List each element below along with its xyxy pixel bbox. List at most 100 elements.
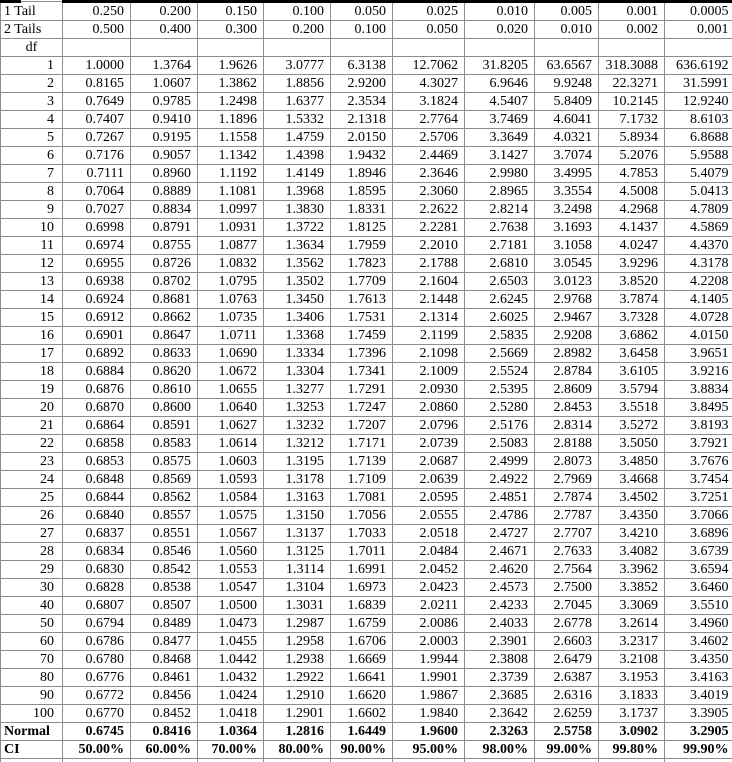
- value-cell: 3.5510: [665, 597, 732, 615]
- value-cell: 3.1824: [393, 93, 465, 111]
- value-cell: 2.8453: [535, 399, 599, 417]
- value-cell: 0.8633: [131, 345, 198, 363]
- value-cell: 2.3901: [465, 633, 535, 651]
- value-cell: 0.8702: [131, 273, 198, 291]
- value-cell: 3.7921: [665, 435, 732, 453]
- value-cell: [63, 39, 131, 57]
- value-cell: 80.00%: [264, 741, 331, 759]
- value-cell: 3.4350: [599, 507, 665, 525]
- value-cell: 1.0418: [198, 705, 264, 723]
- empty-cell: [535, 759, 599, 762]
- value-cell: 1.8946: [331, 165, 393, 183]
- value-cell: 1.7291: [331, 381, 393, 399]
- empty-cell: [63, 759, 131, 762]
- value-cell: 1.3114: [264, 561, 331, 579]
- row-label-cell: 29: [1, 561, 63, 579]
- value-cell: 0.6745: [63, 723, 131, 741]
- value-cell: 2.9208: [535, 327, 599, 345]
- value-cell: 0.7267: [63, 129, 131, 147]
- value-cell: 2.4233: [465, 597, 535, 615]
- row-label-cell: 11: [1, 237, 63, 255]
- value-cell: 1.0364: [198, 723, 264, 741]
- value-cell: 2.4671: [465, 543, 535, 561]
- value-cell: 3.6594: [665, 561, 732, 579]
- value-cell: 2.6603: [535, 633, 599, 651]
- value-cell: 1.7709: [331, 273, 393, 291]
- value-cell: 1.7139: [331, 453, 393, 471]
- value-cell: 3.7066: [665, 507, 732, 525]
- value-cell: 60.00%: [131, 741, 198, 759]
- value-cell: 5.8934: [599, 129, 665, 147]
- value-cell: 90.00%: [331, 741, 393, 759]
- value-cell: 3.6896: [665, 525, 732, 543]
- row-label-cell: 26: [1, 507, 63, 525]
- value-cell: 3.7676: [665, 453, 732, 471]
- value-cell: 7.1732: [599, 111, 665, 129]
- value-cell: 0.025: [393, 2, 465, 21]
- value-cell: 1.3634: [264, 237, 331, 255]
- value-cell: [599, 39, 665, 57]
- value-cell: 0.200: [131, 2, 198, 21]
- value-cell: 1.4149: [264, 165, 331, 183]
- value-cell: 50.00%: [63, 741, 131, 759]
- value-cell: 0.8960: [131, 165, 198, 183]
- value-cell: 0.8755: [131, 237, 198, 255]
- empty-cell: [1, 759, 63, 762]
- row-label-cell: 12: [1, 255, 63, 273]
- value-cell: 0.005: [535, 2, 599, 21]
- value-cell: 1.3562: [264, 255, 331, 273]
- value-cell: 2.7638: [465, 219, 535, 237]
- value-cell: 1.0603: [198, 453, 264, 471]
- value-cell: 4.3027: [393, 75, 465, 93]
- value-cell: 0.6974: [63, 237, 131, 255]
- value-cell: 1.7109: [331, 471, 393, 489]
- value-cell: 1.6669: [331, 651, 393, 669]
- value-cell: 1.0795: [198, 273, 264, 291]
- row-label-cell: 28: [1, 543, 63, 561]
- value-cell: 3.1737: [599, 705, 665, 723]
- value-cell: 3.1693: [535, 219, 599, 237]
- value-cell: 1.7056: [331, 507, 393, 525]
- row-label-cell: 5: [1, 129, 63, 147]
- value-cell: 4.5008: [599, 183, 665, 201]
- value-cell: 2.5280: [465, 399, 535, 417]
- value-cell: 3.3649: [465, 129, 535, 147]
- value-cell: 0.6853: [63, 453, 131, 471]
- value-cell: 0.300: [198, 21, 264, 39]
- value-cell: 0.010: [465, 2, 535, 21]
- empty-cell: [599, 759, 665, 762]
- value-cell: 3.3962: [599, 561, 665, 579]
- value-cell: 3.6862: [599, 327, 665, 345]
- value-cell: 2.9980: [465, 165, 535, 183]
- row-label-cell: 60: [1, 633, 63, 651]
- row-label-cell: 100: [1, 705, 63, 723]
- row-label-cell: 16: [1, 327, 63, 345]
- value-cell: 1.0997: [198, 201, 264, 219]
- value-cell: 0.6924: [63, 291, 131, 309]
- value-cell: 12.7062: [393, 57, 465, 75]
- value-cell: 0.8834: [131, 201, 198, 219]
- value-cell: [331, 39, 393, 57]
- value-cell: 1.7207: [331, 417, 393, 435]
- value-cell: 1.0593: [198, 471, 264, 489]
- value-cell: 2.9768: [535, 291, 599, 309]
- value-cell: 2.4469: [393, 147, 465, 165]
- value-cell: 3.8193: [665, 417, 732, 435]
- value-cell: 1.7959: [331, 237, 393, 255]
- value-cell: 0.6870: [63, 399, 131, 417]
- value-cell: 1.0442: [198, 651, 264, 669]
- row-label-cell: 15: [1, 309, 63, 327]
- value-cell: 1.0547: [198, 579, 264, 597]
- value-cell: 0.250: [63, 2, 131, 21]
